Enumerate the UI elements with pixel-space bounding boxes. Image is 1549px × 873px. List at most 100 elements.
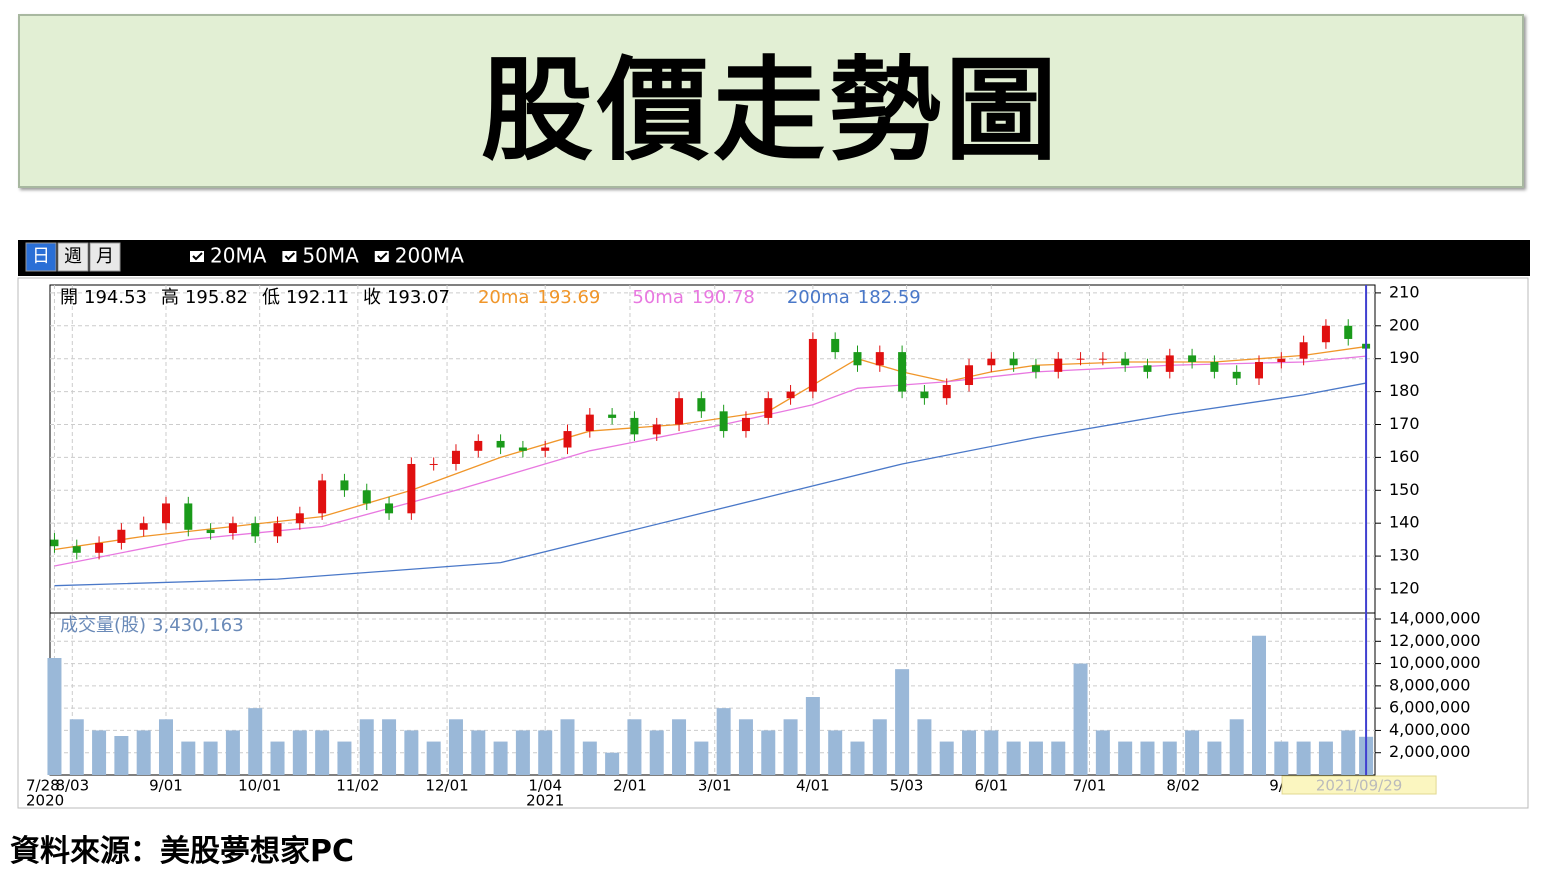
btn-toggle-label[interactable]: 200MA: [395, 244, 464, 268]
volume-bar: [694, 741, 709, 775]
volume-bar: [582, 741, 597, 775]
candle-body: [719, 411, 728, 432]
btn-toggle-box[interactable]: [282, 251, 297, 262]
candle-body: [630, 417, 639, 435]
volume-bar: [493, 741, 508, 775]
volume-bar: [672, 719, 687, 775]
btn-period-label[interactable]: 月: [96, 246, 114, 267]
volume-bar: [515, 730, 530, 775]
candle-body: [1188, 355, 1197, 362]
btn-toggle-check[interactable]: [192, 252, 203, 261]
btn-toggle-check[interactable]: [284, 252, 296, 261]
candle-body: [563, 431, 572, 448]
candle-body: [1098, 358, 1107, 360]
x-tick-label: 8/03: [55, 777, 89, 795]
btn-toggle-check[interactable]: [377, 252, 388, 261]
candle-body: [206, 529, 215, 534]
candle-body: [965, 365, 974, 386]
x-tick-label: 1/04: [528, 777, 562, 795]
candle-body: [429, 463, 438, 465]
y-tick-label: 140: [1389, 513, 1420, 532]
y-tick-label: 12,000,000: [1389, 631, 1481, 650]
candle-body: [451, 450, 460, 464]
candle-body: [675, 398, 684, 425]
volume-latest: 3,430,163: [152, 615, 244, 636]
candle-body: [608, 414, 617, 418]
candle-body: [518, 447, 527, 451]
y-tick-label: 120: [1389, 578, 1420, 597]
candle-body: [1210, 361, 1219, 372]
candle-body: [1076, 358, 1085, 360]
candle-body: [1054, 358, 1063, 372]
volume-bar: [895, 669, 910, 775]
candle-body: [1277, 358, 1286, 362]
volume-bar: [47, 658, 62, 775]
ma-legend-name: 200ma: [787, 287, 850, 308]
ma-legend-name: 20ma: [478, 287, 529, 308]
volume-bar: [850, 741, 865, 775]
candle-body: [697, 398, 706, 412]
volume-bar: [1185, 730, 1200, 775]
candle-body: [1009, 358, 1018, 366]
x-tick-label: 7/28: [26, 777, 60, 795]
candle-body: [652, 424, 661, 435]
volume-bar: [805, 697, 820, 775]
volume-bar: [270, 741, 285, 775]
candle-body: [786, 391, 795, 399]
candle-body: [362, 490, 371, 504]
x-tick-label: 6/01: [974, 777, 1008, 795]
volume-bar: [984, 730, 999, 775]
x-tick-label: 7/01: [1073, 777, 1107, 795]
volume-bar: [426, 741, 441, 775]
candle-body: [1121, 358, 1130, 366]
y-tick-label: 4,000,000: [1389, 720, 1470, 739]
candle-body: [741, 417, 750, 432]
volume-bar: [1073, 663, 1088, 775]
candle-body: [1232, 371, 1241, 379]
y-tick-label: 180: [1389, 381, 1420, 400]
candle-body: [318, 480, 327, 514]
candle-body: [1299, 342, 1308, 359]
quote-value: 193.07: [387, 287, 450, 308]
volume-bar: [917, 719, 932, 775]
volume-bar: [716, 708, 731, 775]
btn-toggle-label[interactable]: 20MA: [210, 244, 267, 268]
btn-period[interactable]: [89, 242, 121, 272]
volume-bar: [738, 719, 753, 775]
title-banner: 股價走勢圖: [18, 14, 1524, 188]
volume-bar: [315, 730, 330, 775]
volume-bar: [761, 730, 776, 775]
btn-toggle-box[interactable]: [190, 251, 204, 262]
source-note: 資料來源：美股夢想家PC: [10, 834, 355, 869]
volume-bar: [181, 741, 196, 775]
candle-body: [1344, 325, 1353, 339]
volume-bar: [1341, 730, 1356, 775]
candle-body: [228, 523, 237, 534]
ma-legend-name: 50ma: [632, 287, 683, 308]
ma-legend-value: 182.59: [858, 287, 921, 308]
volume-bar: [337, 741, 352, 775]
candle-body: [407, 463, 416, 514]
btn-period-label[interactable]: 週: [64, 246, 82, 267]
title: 股價走勢圖: [481, 46, 1061, 176]
volume-bar: [158, 719, 173, 775]
btn-period[interactable]: [57, 242, 89, 272]
y-tick-label: 130: [1389, 546, 1420, 565]
btn-toggle-box[interactable]: [374, 251, 389, 262]
volume-title: 成交量(股): [60, 615, 146, 636]
y-tick-label: 210: [1389, 282, 1420, 301]
quote-value: 194.53: [84, 287, 147, 308]
volume-bar: [448, 719, 463, 775]
volume-bar: [872, 719, 887, 775]
quote-label: 收: [363, 287, 381, 308]
candle-body: [1143, 365, 1152, 372]
volume-bar: [1028, 741, 1043, 775]
candle-body: [295, 513, 304, 524]
toolbar: [18, 240, 1530, 276]
y-tick-label: 200: [1389, 315, 1420, 334]
btn-toggle-label[interactable]: 50MA: [302, 244, 359, 268]
btn-period[interactable]: [25, 242, 57, 272]
volume-bar: [1162, 741, 1177, 775]
btn-period-label[interactable]: 日: [32, 246, 50, 267]
